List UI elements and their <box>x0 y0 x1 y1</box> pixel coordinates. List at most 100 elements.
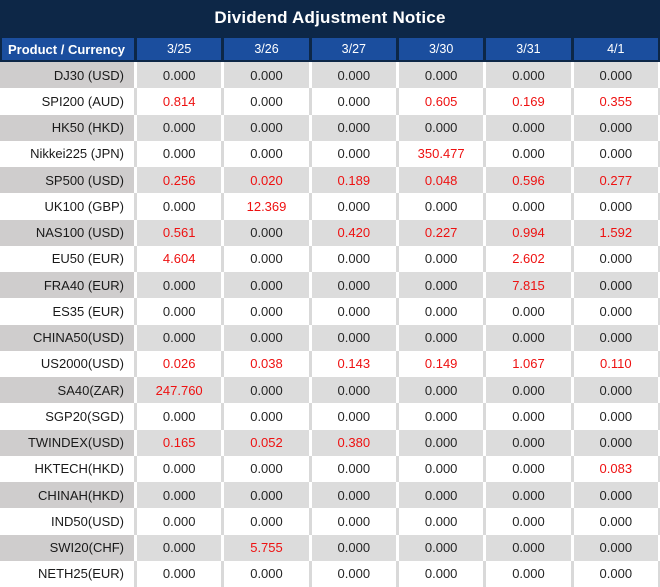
value-cell: 0.000 <box>573 298 658 325</box>
value-cell: 0.000 <box>224 377 309 404</box>
value-cell: 0.000 <box>486 298 571 325</box>
value-cell: 0.110 <box>573 350 658 377</box>
product-cell: HKTECH(HKD) <box>0 455 134 482</box>
value-cell: 350.477 <box>398 140 484 167</box>
value-cell: 0.000 <box>137 62 222 89</box>
value-cell: 0.000 <box>311 193 396 220</box>
value-cell: 0.000 <box>573 272 658 299</box>
table-row: NETH25(EUR) 0.000 0.000 0.000 0.000 0.000 0.00… <box>0 560 660 587</box>
page-title: Dividend Adjustment Notice <box>0 0 660 36</box>
value-cell: 0.000 <box>224 140 309 167</box>
value-cell: 0.000 <box>486 455 571 482</box>
value-cell: 0.000 <box>137 455 222 482</box>
value-cell: 0.000 <box>573 140 658 167</box>
table-row: HK50 (HKD) 0.000 0.000 0.000 0.000 0.000 0.000 <box>0 114 660 141</box>
value-cell: 0.000 <box>137 482 222 509</box>
value-cell: 0.000 <box>224 272 309 299</box>
value-cell: 0.000 <box>224 324 309 351</box>
value-cell: 0.000 <box>573 560 658 587</box>
product-cell: CHINA50(USD) <box>0 324 134 351</box>
value-cell: 0.000 <box>224 114 309 141</box>
value-cell: 0.048 <box>398 167 484 194</box>
value-cell: 1.592 <box>573 219 658 246</box>
value-cell: 0.000 <box>398 508 484 535</box>
value-cell: 1.067 <box>486 350 571 377</box>
value-cell: 0.000 <box>224 219 309 246</box>
value-cell: 0.000 <box>224 62 309 89</box>
value-cell: 0.000 <box>486 324 571 351</box>
product-cell: ES35 (EUR) <box>0 298 134 325</box>
table-row: HKTECH(HKD) 0.000 0.000 0.000 0.000 0.000 0.08… <box>0 455 660 482</box>
value-cell: 0.000 <box>573 324 658 351</box>
column-header-date: 3/31 <box>486 38 571 60</box>
table-row: FRA40 (EUR) 0.000 0.000 0.000 0.000 7.815 0.00… <box>0 272 660 299</box>
value-cell: 0.000 <box>486 560 571 587</box>
product-cell: HK50 (HKD) <box>0 114 134 141</box>
table-row: CHINAH(HKD) 0.000 0.000 0.000 0.000 0.000 0.00… <box>0 482 660 509</box>
value-cell: 0.000 <box>311 62 396 89</box>
value-cell: 0.052 <box>224 429 309 456</box>
value-cell: 12.369 <box>224 193 309 220</box>
value-cell: 0.000 <box>398 455 484 482</box>
product-cell: SA40(ZAR) <box>0 377 134 404</box>
table-header-row: Product / Currency 3/25 3/26 3/27 3/30 3/31 4… <box>0 36 660 62</box>
value-cell: 0.000 <box>311 88 396 115</box>
value-cell: 2.602 <box>486 245 571 272</box>
value-cell: 0.000 <box>398 377 484 404</box>
value-cell: 0.000 <box>398 429 484 456</box>
value-cell: 0.000 <box>311 455 396 482</box>
value-cell: 0.038 <box>224 350 309 377</box>
value-cell: 0.000 <box>224 245 309 272</box>
column-header-date: 4/1 <box>573 38 658 60</box>
value-cell: 0.189 <box>311 167 396 194</box>
value-cell: 0.000 <box>486 482 571 509</box>
value-cell: 0.227 <box>398 219 484 246</box>
value-cell: 0.000 <box>137 272 222 299</box>
value-cell: 0.000 <box>573 403 658 430</box>
value-cell: 0.000 <box>486 62 571 89</box>
value-cell: 0.169 <box>486 88 571 115</box>
value-cell: 0.000 <box>573 377 658 404</box>
product-cell: CHINAH(HKD) <box>0 482 134 509</box>
value-cell: 0.000 <box>137 193 222 220</box>
product-cell: DJ30 (USD) <box>0 62 134 89</box>
product-cell: NAS100 (USD) <box>0 219 134 246</box>
product-cell: SGP20(SGD) <box>0 403 134 430</box>
value-cell: 7.815 <box>486 272 571 299</box>
value-cell: 0.000 <box>311 140 396 167</box>
product-cell: NETH25(EUR) <box>0 560 134 587</box>
table-row: SGP20(SGD) 0.000 0.000 0.000 0.000 0.000 0.000 <box>0 403 660 430</box>
product-cell: TWINDEX(USD) <box>0 429 134 456</box>
value-cell: 0.000 <box>573 193 658 220</box>
value-cell: 0.000 <box>486 429 571 456</box>
product-cell: UK100 (GBP) <box>0 193 134 220</box>
column-header-date: 3/30 <box>398 38 484 60</box>
value-cell: 0.000 <box>573 245 658 272</box>
value-cell: 0.000 <box>137 560 222 587</box>
table-row: SPI200 (AUD) 0.814 0.000 0.000 0.605 0.169 0.3… <box>0 88 660 115</box>
value-cell: 0.596 <box>486 167 571 194</box>
value-cell: 0.000 <box>137 403 222 430</box>
value-cell: 0.000 <box>398 193 484 220</box>
value-cell: 0.020 <box>224 167 309 194</box>
value-cell: 0.000 <box>311 324 396 351</box>
value-cell: 0.000 <box>311 482 396 509</box>
value-cell: 0.000 <box>311 245 396 272</box>
value-cell: 0.000 <box>573 62 658 89</box>
value-cell: 0.000 <box>224 482 309 509</box>
product-cell: SPI200 (AUD) <box>0 88 134 115</box>
table-row: CHINA50(USD) 0.000 0.000 0.000 0.000 0.000 0.0… <box>0 324 660 351</box>
product-cell: IND50(USD) <box>0 508 134 535</box>
column-header-date: 3/25 <box>137 38 222 60</box>
value-cell: 0.814 <box>137 88 222 115</box>
product-cell: Nikkei225 (JPN) <box>0 140 134 167</box>
value-cell: 4.604 <box>137 245 222 272</box>
product-cell: SWI20(CHF) <box>0 534 134 561</box>
value-cell: 0.420 <box>311 219 396 246</box>
value-cell: 0.000 <box>137 534 222 561</box>
value-cell: 0.000 <box>311 114 396 141</box>
value-cell: 0.000 <box>486 377 571 404</box>
value-cell: 0.026 <box>137 350 222 377</box>
value-cell: 0.000 <box>573 429 658 456</box>
